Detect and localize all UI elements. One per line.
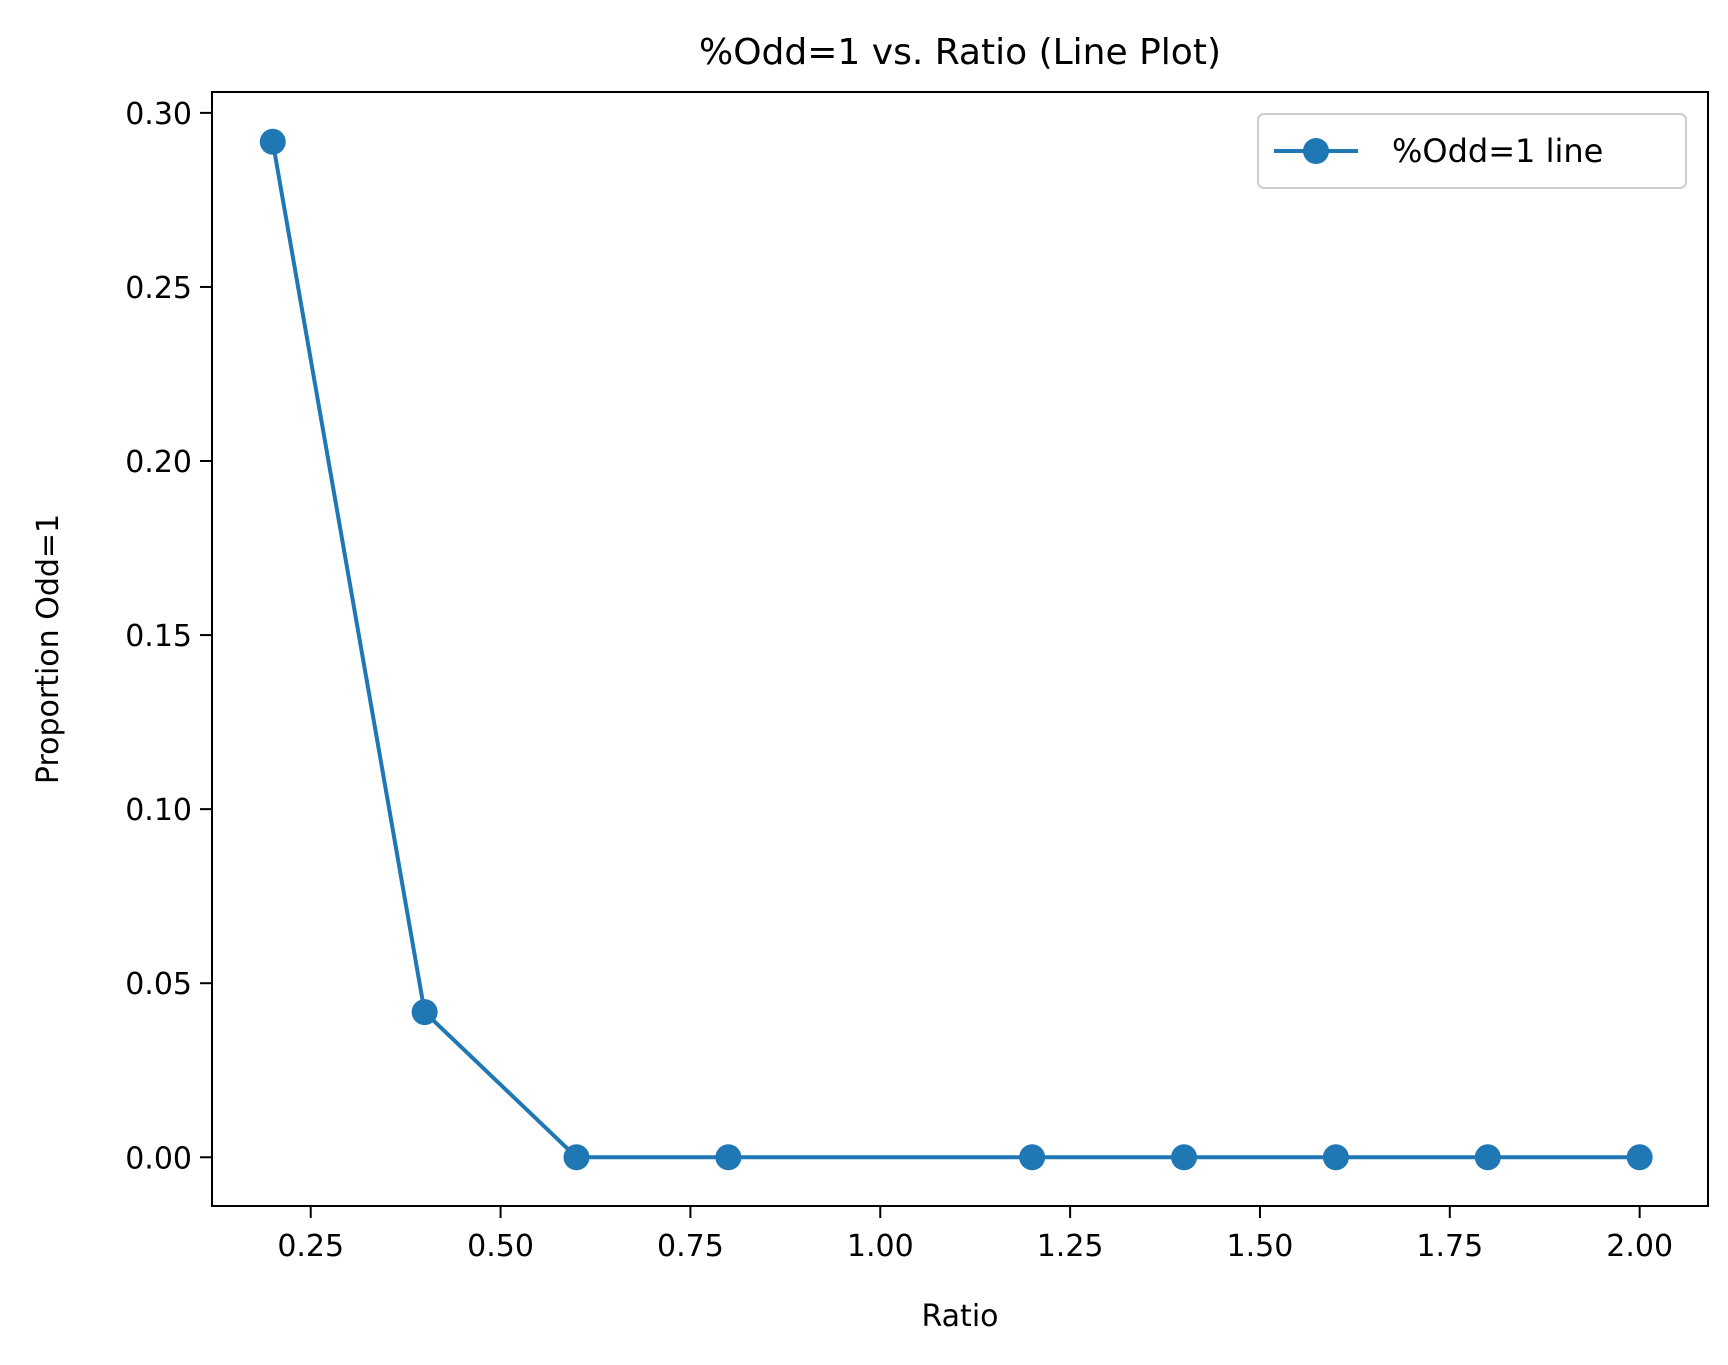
data-point <box>1322 1144 1349 1171</box>
data-point <box>411 999 438 1026</box>
y-tick-label: 0.00 <box>125 1141 192 1176</box>
data-point <box>563 1144 590 1171</box>
legend-label: %Odd=1 line <box>1392 132 1603 170</box>
data-point <box>1626 1144 1653 1171</box>
x-tick-label: 1.50 <box>1227 1229 1294 1264</box>
data-point <box>259 128 286 155</box>
x-tick-label: 2.00 <box>1606 1229 1673 1264</box>
data-point <box>1474 1144 1501 1171</box>
data-point <box>715 1144 742 1171</box>
chart-title: %Odd=1 vs. Ratio (Line Plot) <box>699 32 1221 73</box>
x-tick-label: 0.75 <box>657 1229 724 1264</box>
x-tick-label: 1.75 <box>1416 1229 1483 1264</box>
y-tick-label: 0.15 <box>125 619 192 654</box>
plot-frame <box>211 91 1709 1207</box>
y-tick-label: 0.30 <box>125 97 192 132</box>
y-axis: 0.00 0.05 0.10 0.15 0.20 0.25 0.30 <box>125 97 212 1176</box>
plot-area <box>259 128 1653 1171</box>
data-point <box>1019 1144 1046 1171</box>
y-tick-label: 0.25 <box>125 271 192 306</box>
data-point <box>1171 1144 1198 1171</box>
legend: %Odd=1 line <box>1257 113 1687 189</box>
x-tick-label: 0.25 <box>277 1229 344 1264</box>
x-tick-label: 1.00 <box>847 1229 914 1264</box>
legend-box <box>1257 113 1687 189</box>
y-tick-label: 0.05 <box>125 967 192 1002</box>
x-tick-label: 1.25 <box>1037 1229 1104 1264</box>
x-axis: 0.25 0.50 0.75 1.00 1.25 1.50 1.75 2.00 <box>277 1206 1673 1264</box>
legend-point-marker <box>1303 138 1329 164</box>
x-tick-label: 0.50 <box>467 1229 534 1264</box>
y-tick-label: 0.20 <box>125 445 192 480</box>
y-axis-label: Proportion Odd=1 <box>31 514 66 784</box>
x-axis-label: Ratio <box>921 1299 998 1334</box>
y-tick-label: 0.10 <box>125 793 192 828</box>
